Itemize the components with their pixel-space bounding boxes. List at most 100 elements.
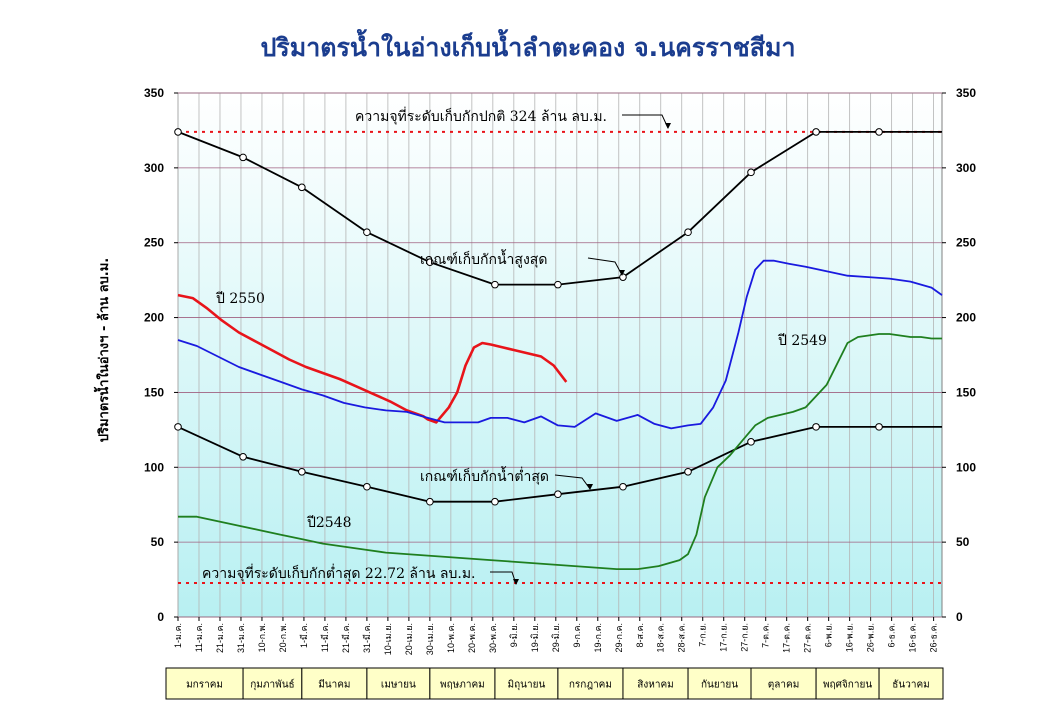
x-tick-label: 10-เม.ย.: [383, 623, 393, 655]
x-tick-label: 26-ธ.ค.: [929, 623, 939, 653]
series-point: [747, 168, 755, 177]
series-point: [491, 280, 499, 289]
y-tick-label-left: 150: [144, 385, 164, 399]
y-tick-label-right: 350: [956, 86, 976, 100]
month-box: [165, 667, 244, 700]
annotation-text: ปี2548: [307, 515, 352, 531]
month-box: [366, 667, 431, 700]
x-tick-label: 7-ต.ค.: [761, 623, 771, 648]
y-tick-label-left: 0: [157, 610, 164, 624]
series-point: [174, 128, 182, 136]
series-point: [239, 153, 247, 162]
x-tick-label: 20-ก.พ.: [278, 623, 288, 652]
x-tick-label: 20-เม.ย.: [404, 623, 414, 655]
x-tick-label: 11-มี.ค.: [320, 623, 330, 652]
series-point: [619, 482, 627, 491]
series-point: [174, 423, 182, 431]
month-label: ธันวาคม: [892, 680, 929, 691]
month-label: กุมภาพันธ์: [250, 679, 294, 691]
x-tick-label: 1-มี.ค.: [299, 623, 309, 648]
y-tick-label-left: 50: [151, 535, 165, 549]
month-label: ตุลาคม: [768, 680, 800, 691]
y-tick-label-right: 50: [956, 535, 970, 549]
y-tick-label-right: 150: [956, 385, 976, 399]
series-point: [363, 482, 371, 491]
x-tick-label: 17-ต.ค.: [782, 623, 792, 653]
series-point: [554, 490, 562, 499]
x-tick-label: 28-ส.ค.: [677, 623, 687, 653]
series-point: [298, 183, 306, 192]
y-tick-label-right: 0: [956, 610, 963, 624]
y-tick-label-left: 350: [144, 86, 164, 100]
month-box: [242, 667, 303, 700]
series-point: [554, 280, 562, 289]
series-point: [298, 467, 306, 476]
series-point: [747, 438, 755, 446]
chart-title: ปริมาตรน้ำในอ่างเก็บน้ำลำตะคอง จ.นครราชส…: [260, 28, 795, 62]
x-tick-label: 8-ส.ค.: [635, 623, 645, 648]
x-tick-label: 10-ก.พ.: [257, 623, 267, 652]
x-tick-label: 31-ม.ค.: [236, 623, 246, 653]
plot-area: [177, 92, 943, 618]
month-box: [815, 667, 880, 700]
series-point: [684, 228, 692, 237]
x-tick-label: 31-มี.ค.: [362, 623, 372, 653]
y-tick-label-right: 100: [956, 460, 976, 474]
x-tick-label: 7-ก.ย.: [698, 623, 708, 647]
series-line: [178, 333, 942, 570]
month-label: มกราคม: [186, 680, 223, 691]
x-tick-label: 27-ต.ค.: [803, 623, 813, 653]
month-label: กันยายน: [701, 680, 738, 691]
annotation-arrow: [554, 474, 591, 490]
series-point: [363, 228, 371, 237]
series-point: [239, 453, 247, 461]
annotation-text: เกณฑ์เก็บกักน้ำต่ำสุด: [420, 466, 549, 485]
x-tick-label: 16-ธ.ค.: [908, 623, 918, 653]
x-tick-label: 16-พ.ย.: [845, 623, 855, 652]
annotation-text: ความจุที่ระดับเก็บกักปกติ 324 ล้าน ลบ.ม.: [355, 107, 607, 125]
month-label: มิถุนายน: [508, 680, 546, 691]
annotation-arrowhead: [513, 579, 519, 585]
series-point: [426, 497, 434, 506]
y-tick-label-left: 100: [144, 460, 164, 474]
series-point: [684, 467, 692, 476]
x-tick-label: 1-ม.ค.: [173, 623, 183, 648]
series-point: [812, 128, 820, 136]
x-tick-label: 9-ก.ค.: [572, 623, 582, 647]
y-tick-label-right: 250: [956, 236, 976, 250]
x-tick-label: 21-มี.ค.: [341, 623, 351, 653]
annotation-arrowhead: [665, 123, 671, 129]
x-tick-label: 21-ม.ค.: [215, 623, 225, 653]
y-tick-label-left: 200: [144, 311, 164, 325]
month-box: [429, 667, 496, 700]
x-tick-label: 30-เม.ย.: [425, 623, 435, 655]
month-label: กรกฎาคม: [569, 680, 612, 691]
annotation-text: ปี 2549: [778, 333, 827, 349]
y-tick-label-right: 200: [956, 311, 976, 325]
annotation-arrowhead: [619, 270, 625, 276]
month-box: [878, 667, 944, 700]
x-tick-label: 10-พ.ค.: [446, 623, 456, 653]
series-point: [619, 273, 627, 281]
series-point: [426, 258, 434, 266]
x-tick-label: 17-ก.ย.: [719, 623, 729, 652]
month-label: เมษายน: [381, 680, 416, 691]
x-tick-label: 19-มิ.ย.: [530, 623, 540, 652]
x-tick-label: 19-ก.ค.: [593, 623, 603, 652]
month-box: [301, 667, 368, 700]
x-tick-label: 9-มิ.ย.: [509, 623, 519, 647]
x-tick-label: 26-พ.ย.: [866, 623, 876, 652]
y-tick-label-left: 250: [144, 236, 164, 250]
x-tick-label: 6-ธ.ค.: [887, 623, 897, 648]
x-tick-label: 27-ก.ย.: [740, 623, 750, 652]
annotation-arrowhead: [587, 484, 593, 490]
month-label: พฤษภาคม: [440, 680, 485, 691]
annotation-text: เกณฑ์เก็บกักน้ำสูงสุด: [420, 249, 547, 268]
series-line: [177, 259, 943, 430]
series-point: [875, 128, 883, 136]
series-point: [875, 423, 883, 431]
x-tick-label: 18-ส.ค.: [656, 623, 666, 653]
x-tick-label: 6-พ.ย.: [824, 623, 834, 647]
annotation-text: ปี 2550: [216, 291, 265, 307]
